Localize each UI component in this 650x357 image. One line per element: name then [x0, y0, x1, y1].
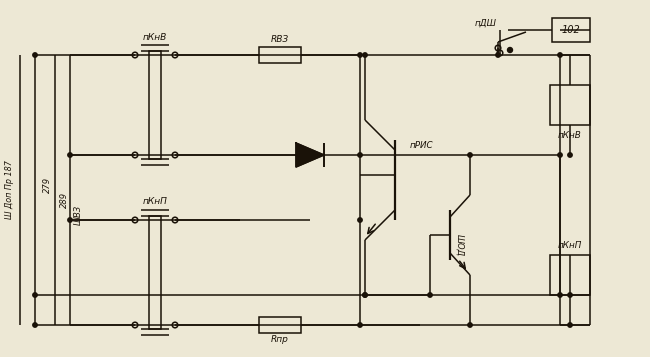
Circle shape	[496, 53, 500, 57]
Circle shape	[558, 153, 562, 157]
Circle shape	[558, 53, 562, 57]
Polygon shape	[296, 143, 324, 167]
Text: ШОД: ШОД	[456, 234, 465, 256]
Text: пДШ: пДШ	[475, 19, 497, 27]
Text: 289: 289	[60, 192, 68, 208]
Circle shape	[32, 293, 37, 297]
Circle shape	[363, 293, 367, 297]
Text: пКнП: пКнП	[558, 241, 582, 250]
Circle shape	[508, 47, 512, 52]
Circle shape	[358, 323, 362, 327]
Text: Ш Доп Пр 187: Ш Доп Пр 187	[5, 161, 14, 220]
Bar	[552, 18, 590, 42]
Text: 102: 102	[562, 25, 580, 35]
Text: 279: 279	[42, 177, 51, 193]
Circle shape	[568, 153, 572, 157]
Circle shape	[32, 323, 37, 327]
Text: RВЗ: RВЗ	[271, 35, 289, 44]
Circle shape	[68, 153, 72, 157]
Circle shape	[468, 323, 472, 327]
Circle shape	[358, 218, 362, 222]
Circle shape	[363, 293, 367, 297]
Circle shape	[363, 53, 367, 57]
Bar	[550, 255, 590, 295]
Bar	[149, 51, 161, 159]
Circle shape	[358, 153, 362, 157]
Text: пКнП: пКнП	[142, 197, 168, 206]
Circle shape	[568, 323, 572, 327]
Circle shape	[428, 293, 432, 297]
Circle shape	[68, 218, 72, 222]
Bar	[259, 47, 301, 63]
Text: Rпр: Rпр	[271, 336, 289, 345]
Text: пКнВ: пКнВ	[143, 32, 167, 41]
Circle shape	[468, 153, 472, 157]
Text: пРИС: пРИС	[410, 141, 434, 150]
Text: ШВЗ: ШВЗ	[73, 205, 83, 225]
Bar	[550, 85, 590, 125]
Bar	[259, 317, 301, 333]
Circle shape	[358, 53, 362, 57]
Text: пКнВ: пКнВ	[558, 131, 582, 140]
Circle shape	[32, 53, 37, 57]
Circle shape	[568, 293, 572, 297]
Circle shape	[558, 293, 562, 297]
Bar	[149, 216, 161, 329]
